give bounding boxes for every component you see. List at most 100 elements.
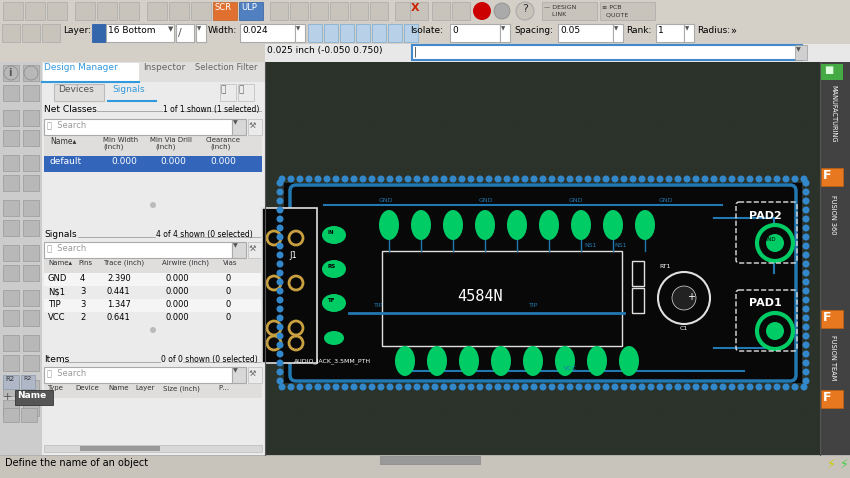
- Ellipse shape: [322, 260, 346, 278]
- Text: RT1: RT1: [659, 264, 671, 269]
- Text: 0.025 inch (-0.050 0.750): 0.025 inch (-0.050 0.750): [267, 46, 382, 55]
- Text: +: +: [687, 292, 695, 302]
- Bar: [44, 242, 232, 258]
- Bar: [42, 82, 265, 104]
- Bar: [0, 62, 42, 455]
- Bar: [821, 168, 843, 186]
- Bar: [500, 24, 510, 42]
- Text: GND: GND: [764, 237, 777, 242]
- Circle shape: [289, 276, 303, 290]
- Circle shape: [802, 279, 809, 285]
- Bar: [147, 2, 167, 20]
- Text: Net Classes: Net Classes: [44, 105, 97, 114]
- Text: Size (inch): Size (inch): [163, 385, 200, 391]
- Circle shape: [314, 383, 321, 391]
- Circle shape: [513, 383, 519, 391]
- Circle shape: [495, 383, 502, 391]
- Bar: [248, 367, 262, 383]
- Bar: [265, 455, 820, 465]
- Text: X: X: [411, 3, 420, 13]
- Text: 0.024: 0.024: [242, 26, 268, 35]
- Text: 2.390: 2.390: [107, 274, 131, 283]
- Bar: [388, 24, 402, 42]
- Bar: [404, 24, 418, 42]
- Bar: [232, 367, 246, 383]
- Bar: [3, 380, 19, 396]
- Circle shape: [485, 175, 492, 183]
- Text: FUSION 360: FUSION 360: [830, 195, 836, 235]
- Bar: [248, 242, 262, 258]
- Circle shape: [802, 261, 809, 268]
- Text: F: F: [823, 169, 831, 182]
- Text: NS1: NS1: [584, 243, 597, 248]
- Text: GND: GND: [379, 198, 394, 203]
- Text: 0: 0: [226, 313, 231, 322]
- Circle shape: [522, 175, 529, 183]
- Bar: [308, 24, 322, 42]
- Text: QUOTE: QUOTE: [602, 12, 628, 17]
- Text: ■: ■: [824, 65, 833, 75]
- Circle shape: [289, 336, 303, 350]
- Bar: [44, 312, 262, 325]
- Circle shape: [648, 383, 654, 391]
- Ellipse shape: [395, 346, 415, 376]
- Bar: [3, 245, 19, 261]
- Ellipse shape: [635, 210, 655, 240]
- Bar: [44, 119, 232, 135]
- Bar: [248, 119, 262, 135]
- Bar: [613, 24, 623, 42]
- Text: VCC: VCC: [48, 313, 65, 322]
- Circle shape: [276, 378, 284, 384]
- Bar: [15, 390, 53, 405]
- Circle shape: [369, 383, 376, 391]
- Text: P…: P…: [218, 385, 230, 391]
- Circle shape: [503, 383, 511, 391]
- Circle shape: [267, 336, 281, 350]
- Bar: [3, 175, 19, 191]
- Text: 0: 0: [226, 274, 231, 283]
- Bar: [3, 355, 19, 371]
- Circle shape: [477, 383, 484, 391]
- Bar: [3, 290, 19, 306]
- Bar: [265, 44, 850, 62]
- Circle shape: [276, 270, 284, 276]
- Text: Name▴: Name▴: [48, 260, 72, 266]
- Text: 🔍  Search: 🔍 Search: [47, 243, 86, 252]
- Circle shape: [276, 261, 284, 268]
- Circle shape: [276, 369, 284, 376]
- Bar: [3, 335, 19, 351]
- Bar: [3, 2, 23, 20]
- Circle shape: [728, 175, 735, 183]
- Bar: [23, 400, 39, 416]
- Bar: [232, 242, 246, 258]
- Text: ▼: ▼: [233, 368, 238, 373]
- Text: 1 of 1 shown (1 selected): 1 of 1 shown (1 selected): [163, 105, 259, 114]
- Text: ⚒: ⚒: [249, 369, 257, 378]
- Circle shape: [150, 327, 156, 333]
- Circle shape: [350, 175, 358, 183]
- Circle shape: [314, 175, 321, 183]
- Bar: [238, 84, 254, 101]
- Circle shape: [276, 333, 284, 339]
- Bar: [119, 2, 139, 20]
- Circle shape: [350, 383, 358, 391]
- Circle shape: [801, 383, 807, 391]
- Text: 0.441: 0.441: [107, 287, 131, 296]
- Ellipse shape: [523, 346, 543, 376]
- Text: ▼: ▼: [796, 47, 801, 52]
- Circle shape: [24, 66, 38, 80]
- Text: 1.347: 1.347: [107, 300, 131, 309]
- Circle shape: [648, 175, 654, 183]
- Bar: [2, 24, 20, 42]
- Bar: [0, 22, 850, 44]
- Text: 0: 0: [226, 287, 231, 296]
- Bar: [21, 375, 35, 389]
- Bar: [75, 2, 95, 20]
- Bar: [284, 183, 802, 383]
- Text: Devices: Devices: [58, 85, 94, 94]
- Bar: [42, 24, 60, 42]
- Text: ▼: ▼: [685, 26, 689, 31]
- Bar: [632, 288, 644, 313]
- Text: Rank:: Rank:: [626, 26, 651, 35]
- Circle shape: [791, 383, 798, 391]
